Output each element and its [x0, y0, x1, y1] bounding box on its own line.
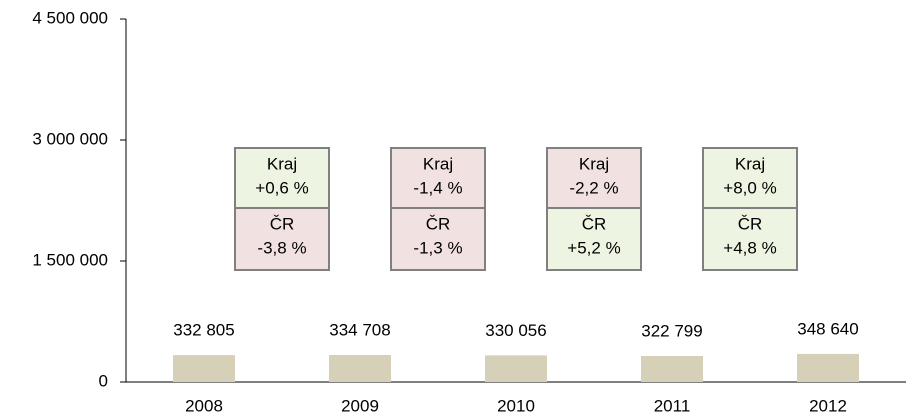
y-tick-label: 3 000 000 — [32, 129, 108, 148]
x-tick-label: 2009 — [341, 396, 379, 415]
x-tick-label: 2008 — [185, 396, 223, 415]
value-label: 334 708 — [329, 320, 390, 339]
annotation-box — [546, 207, 642, 271]
bar — [329, 355, 391, 382]
annotation-value: +4,8 % — [723, 238, 776, 257]
annotation-label: Kraj — [735, 154, 765, 173]
bar — [641, 355, 703, 382]
annotation-value: -1,3 % — [413, 238, 462, 257]
y-tick-label: 0 — [99, 371, 108, 390]
annotation-label: Kraj — [267, 154, 297, 173]
value-label: 330 056 — [485, 321, 546, 340]
x-tick-label: 2011 — [654, 396, 691, 415]
annotation-value: +8,0 % — [723, 178, 776, 197]
annotation-box — [390, 147, 486, 209]
value-label: 322 799 — [641, 321, 702, 340]
bar — [173, 355, 235, 382]
bar — [485, 355, 547, 382]
value-label: 332 805 — [173, 321, 234, 340]
annotation-value: -2,2 % — [569, 178, 618, 197]
annotation-box — [702, 147, 798, 209]
annotation-box — [546, 147, 642, 209]
annotation-box — [702, 207, 798, 271]
annotation-box — [234, 207, 330, 271]
annotation-value: +0,6 % — [255, 178, 308, 197]
annotation-label: ČR — [426, 214, 451, 233]
annotation: Kraj +0,6 % ČR -3,8 % — [234, 147, 330, 271]
annotation-label: ČR — [270, 214, 295, 233]
annotation-box — [390, 207, 486, 271]
value-label: 348 640 — [797, 319, 858, 338]
annotation-value: -1,4 % — [413, 178, 462, 197]
annotation: Kraj -1,4 % ČR -1,3 % — [390, 147, 486, 271]
annotation-value: +5,2 % — [567, 238, 620, 257]
annotation: Kraj +8,0 % ČR +4,8 % — [702, 147, 798, 271]
bar — [797, 353, 859, 382]
x-tick-label: 2012 — [809, 396, 847, 415]
annotation-label: Kraj — [579, 154, 609, 173]
annotation-label: Kraj — [423, 154, 453, 173]
annotation-value: -3,8 % — [257, 238, 306, 257]
annotation-label: ČR — [738, 214, 763, 233]
annotation: Kraj -2,2 % ČR +5,2 % — [546, 147, 642, 271]
y-tick-label: 1 500 000 — [32, 250, 108, 269]
y-tick-label: 4 500 000 — [32, 8, 108, 27]
annotation-label: ČR — [582, 214, 607, 233]
x-tick-label: 2010 — [497, 396, 535, 415]
